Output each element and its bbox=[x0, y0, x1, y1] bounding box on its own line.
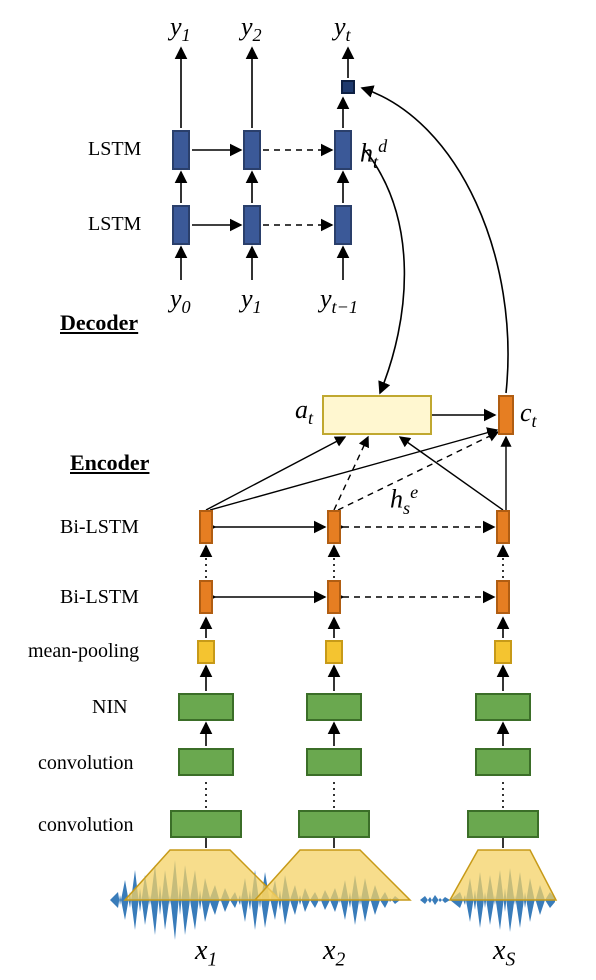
lstm-bot-block-t bbox=[334, 205, 352, 245]
context-block-ct bbox=[498, 395, 514, 435]
waveform-windows bbox=[125, 850, 556, 900]
label-x1: x1 bbox=[195, 935, 217, 972]
bilstm1-1 bbox=[199, 510, 213, 544]
bilstm1-3 bbox=[496, 510, 510, 544]
output-combine-square bbox=[341, 80, 355, 94]
label-htd: htd bbox=[360, 136, 387, 173]
label-x2: x2 bbox=[323, 935, 345, 972]
conv1-2 bbox=[306, 748, 362, 776]
label-lstm-row1: LSTM bbox=[88, 138, 141, 161]
conv2-2 bbox=[298, 810, 370, 838]
section-encoder: Encoder bbox=[70, 450, 149, 476]
label-bilstm1: Bi-LSTM bbox=[60, 516, 139, 539]
label-conv2: convolution bbox=[38, 814, 134, 837]
label-at: at bbox=[295, 395, 313, 429]
label-meanpool: mean-pooling bbox=[28, 640, 139, 663]
label-lstm-row2: LSTM bbox=[88, 213, 141, 236]
label-yt1-bot: yt−1 bbox=[320, 284, 358, 318]
bilstm2-2 bbox=[327, 580, 341, 614]
diagram-root: y1 y2 yt LSTM LSTM htd y0 y1 yt−1 Decode… bbox=[0, 0, 596, 980]
label-y1-bot: y1 bbox=[241, 284, 262, 318]
label-ct: ct bbox=[520, 398, 537, 432]
lstm-bot-block-2 bbox=[243, 205, 261, 245]
conv1-1 bbox=[178, 748, 234, 776]
nin-3 bbox=[475, 693, 531, 721]
lstm-top-block-1 bbox=[172, 130, 190, 170]
nin-1 bbox=[178, 693, 234, 721]
label-hse: hse bbox=[390, 482, 418, 519]
lstm-top-block-t bbox=[334, 130, 352, 170]
section-decoder: Decoder bbox=[60, 310, 138, 336]
label-y1-top: y1 bbox=[170, 12, 191, 46]
lstm-top-block-2 bbox=[243, 130, 261, 170]
waveform bbox=[110, 860, 555, 940]
conv2-3 bbox=[467, 810, 539, 838]
label-y2-top: y2 bbox=[241, 12, 262, 46]
label-conv1: convolution bbox=[38, 752, 134, 775]
label-yt-top: yt bbox=[334, 12, 351, 46]
nin-2 bbox=[306, 693, 362, 721]
label-y0-bot: y0 bbox=[170, 284, 191, 318]
meanpool-2 bbox=[325, 640, 343, 664]
meanpool-1 bbox=[197, 640, 215, 664]
conv1-3 bbox=[475, 748, 531, 776]
meanpool-3 bbox=[494, 640, 512, 664]
label-bilstm2: Bi-LSTM bbox=[60, 586, 139, 609]
label-nin: NIN bbox=[92, 696, 128, 719]
conv2-1 bbox=[170, 810, 242, 838]
attention-block-at bbox=[322, 395, 432, 435]
lstm-bot-block-1 bbox=[172, 205, 190, 245]
bilstm2-1 bbox=[199, 580, 213, 614]
label-xS: xS bbox=[493, 935, 515, 972]
bilstm1-2 bbox=[327, 510, 341, 544]
bilstm2-3 bbox=[496, 580, 510, 614]
